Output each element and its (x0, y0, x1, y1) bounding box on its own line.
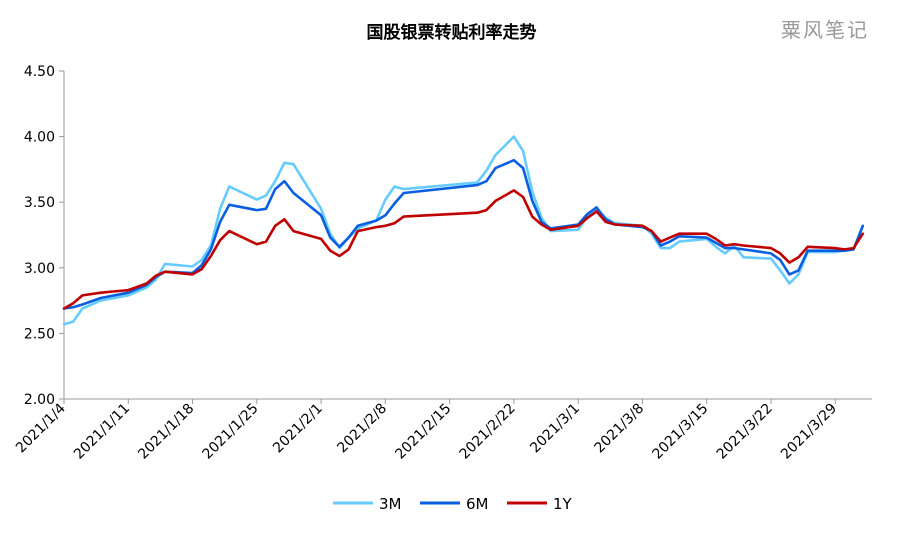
y-tick-label: 3.50 (24, 195, 55, 211)
y-tick-label: 2.00 (24, 392, 55, 408)
y-tick-label: 4.00 (24, 130, 55, 146)
legend-label-6m: 6M (466, 495, 489, 513)
x-tick-label: 2021/3/29 (778, 401, 840, 463)
x-tick-label: 2021/1/11 (71, 401, 133, 463)
series-lines (62, 135, 865, 326)
legend: 3M 6M 1Y (333, 495, 573, 513)
y-tick-label: 2.50 (24, 326, 55, 342)
legend-label-3m: 3M (379, 495, 402, 513)
x-tick-label: 2021/3/8 (591, 401, 647, 457)
x-tick-label: 2021/3/22 (714, 401, 776, 463)
series-line-1y (62, 189, 865, 310)
x-tick-label: 2021/2/1 (270, 401, 326, 457)
watermark: 粟风笔记 (781, 18, 869, 42)
x-tick-label: 2021/1/25 (200, 401, 262, 463)
x-tick-label: 2021/3/1 (527, 401, 583, 457)
x-tick-label: 2021/1/4 (13, 400, 69, 456)
series-line-6m (62, 158, 865, 310)
series-line-3m (62, 135, 865, 326)
chart-title: 国股银票转贴利率走势 (366, 23, 537, 43)
y-tick-label: 4.50 (24, 64, 55, 80)
x-tick-label: 2021/2/15 (392, 401, 454, 463)
x-tick-label: 2021/2/22 (457, 401, 519, 463)
x-tick-label: 2021/3/15 (649, 401, 711, 463)
x-tick-label: 2021/1/18 (135, 401, 197, 463)
legend-label-1y: 1Y (553, 495, 573, 513)
x-tick-label: 2021/2/8 (334, 401, 390, 457)
y-tick-label: 3.00 (24, 261, 55, 277)
